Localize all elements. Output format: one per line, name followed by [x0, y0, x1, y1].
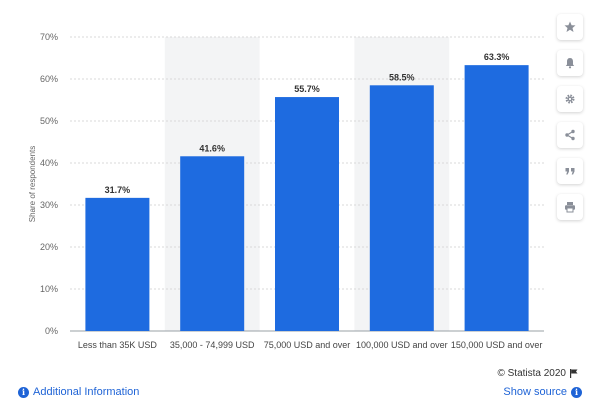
y-axis-title: Share of respondents	[28, 146, 37, 223]
bar	[464, 65, 529, 331]
share-button[interactable]	[557, 122, 583, 148]
info-icon: i	[571, 386, 582, 398]
bar	[85, 197, 150, 331]
x-tick-label: 150,000 USD and over	[451, 340, 543, 350]
gear-icon	[565, 94, 575, 104]
quote-icon	[565, 168, 575, 175]
x-tick-label: 35,000 - 74,999 USD	[170, 340, 255, 350]
data-label: 58.5%	[389, 72, 415, 82]
x-tick-label: 75,000 USD and over	[264, 340, 351, 350]
bar	[180, 156, 245, 331]
y-tick-label: 70%	[40, 32, 58, 42]
settings-button[interactable]	[557, 86, 583, 112]
additional-information-link[interactable]: i Additional Information	[18, 386, 139, 398]
x-tick-label: Less than 35K USD	[78, 340, 158, 350]
share-icon	[565, 129, 575, 141]
star-icon	[564, 21, 576, 32]
flag-icon	[570, 369, 578, 378]
cite-button[interactable]	[557, 158, 583, 184]
bell-icon	[565, 58, 575, 69]
y-tick-label: 60%	[40, 74, 58, 84]
data-label: 31.7%	[105, 185, 131, 195]
favorite-button[interactable]	[557, 14, 583, 40]
copyright-credit: © Statista 2020	[497, 368, 578, 379]
y-tick-label: 10%	[40, 284, 58, 294]
notification-button[interactable]	[557, 50, 583, 76]
data-label: 41.6%	[199, 143, 225, 153]
y-tick-label: 50%	[40, 116, 58, 126]
show-source-label: Show source	[503, 386, 567, 398]
data-label: 63.3%	[484, 52, 510, 62]
y-tick-label: 20%	[40, 242, 58, 252]
x-tick-label: 100,000 USD and over	[356, 340, 448, 350]
y-tick-label: 0%	[45, 326, 58, 336]
y-tick-label: 40%	[40, 158, 58, 168]
credit-text: © Statista 2020	[497, 368, 566, 379]
print-icon	[565, 202, 575, 213]
y-tick-label: 30%	[40, 200, 58, 210]
side-toolbar	[557, 14, 583, 220]
bar	[275, 97, 339, 331]
bar	[369, 85, 434, 331]
print-button[interactable]	[557, 194, 583, 220]
additional-information-label: Additional Information	[33, 386, 140, 398]
show-source-link[interactable]: Show source i	[503, 386, 582, 398]
info-icon: i	[18, 386, 29, 398]
data-label: 55.7%	[294, 84, 320, 94]
